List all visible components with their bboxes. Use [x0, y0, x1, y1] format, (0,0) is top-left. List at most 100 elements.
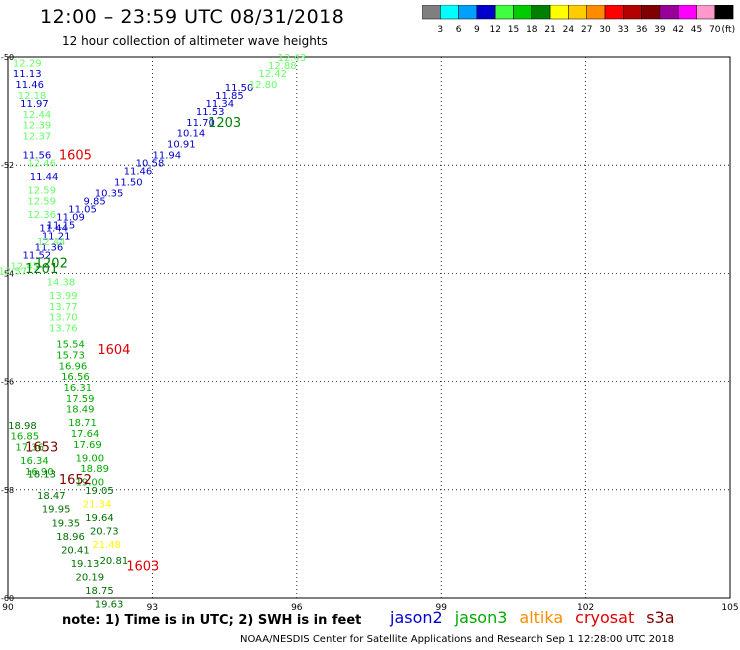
wave-height-value: 19.64: [85, 513, 114, 524]
wave-height-value: 16.90: [25, 467, 54, 478]
page-title: 12:00 – 23:59 UTC 08/31/2018: [40, 6, 345, 28]
y-tick-label: -54: [1, 269, 14, 278]
wave-height-value: 12.36: [27, 210, 56, 221]
wave-height-value: 12.57: [0, 267, 27, 278]
wave-height-value: 11.70: [186, 118, 215, 129]
legend-label: 21: [544, 25, 555, 35]
legend-swatch: [714, 5, 734, 20]
legend-label: 30: [599, 25, 611, 35]
wave-height-value: 17.59: [66, 394, 95, 405]
wave-height-value: 13.77: [49, 302, 78, 313]
wave-height-value: 18.71: [68, 418, 97, 429]
y-tick-label: -52: [1, 161, 14, 170]
legend-label: 33: [618, 25, 629, 35]
wave-height-value: 16.85: [11, 432, 40, 443]
wave-height-value: 13.76: [49, 324, 78, 335]
satellite-name: jason3: [454, 608, 508, 627]
wave-height-value: 18.96: [56, 532, 85, 543]
wave-height-value: 11.15: [47, 221, 76, 232]
wave-height-value: 18.89: [80, 464, 109, 475]
wave-height-value: 12.46: [27, 158, 56, 169]
wave-height-value: 12.37: [23, 131, 52, 142]
wave-height-value: 12.45: [11, 261, 40, 272]
y-tick-label: -56: [1, 378, 14, 387]
legend-label: 70: [709, 25, 721, 35]
wave-height-value: 12.42: [258, 69, 287, 80]
wave-height-value: 10.35: [95, 188, 124, 199]
wave-height-value: 19.63: [95, 599, 124, 610]
wave-height-value: 10.91: [167, 140, 196, 151]
wave-height-value: 12.59: [27, 196, 56, 207]
wave-height-value: 11.13: [13, 69, 42, 80]
wave-height-value: 11.21: [42, 232, 71, 243]
wave-height-value: 20.41: [61, 545, 90, 556]
legend-label: 12: [489, 25, 500, 35]
wave-height-value: 16.34: [20, 456, 49, 467]
pass-time-label: 1604: [97, 343, 130, 358]
page-subtitle: 12 hour collection of altimeter wave hei…: [62, 34, 328, 48]
legend-label: 27: [581, 25, 592, 35]
wave-height-value: 16.96: [59, 361, 88, 372]
wave-height-value: 16.56: [61, 372, 90, 383]
wave-height-value: 12.39: [23, 121, 52, 132]
legend-label: 9: [474, 25, 480, 35]
pass-time-label: 1652: [59, 473, 92, 488]
wave-height-value: 18.49: [66, 405, 95, 416]
wave-height-value: 15.54: [56, 340, 85, 351]
legend-label: 39: [654, 25, 666, 35]
wave-height-value: 12.80: [249, 80, 278, 91]
legend-unit: (ft): [722, 25, 736, 35]
wave-height-value: 13.70: [49, 313, 78, 324]
wave-height-value: 19.35: [51, 518, 80, 529]
wave-height-value: 17.36: [15, 443, 44, 454]
wave-height-value: 20.73: [90, 526, 119, 537]
legend-label: 15: [508, 25, 519, 35]
satellite-name: s3a: [646, 608, 675, 627]
wave-height-value: 11.44: [39, 223, 68, 234]
pass-time-label: 1203: [208, 116, 241, 131]
legend-label: 36: [636, 25, 648, 35]
wave-height-value: 11.50: [225, 83, 254, 94]
wave-height-value: 18.13: [27, 470, 56, 481]
wave-height-value: 11.97: [20, 99, 49, 110]
pass-time-label: 1202: [35, 257, 68, 272]
wave-height-value: 19.00: [76, 478, 105, 489]
wave-height-value: 10.58: [136, 158, 165, 169]
satellite-legend: jason2 jason3 altika cryosat s3a: [390, 608, 687, 627]
x-tick-label: 93: [147, 603, 158, 613]
wave-height-value: 11.94: [153, 150, 182, 161]
x-tick-label: 96: [291, 603, 303, 613]
wave-height-value: 20.19: [76, 572, 105, 583]
legend-label: 45: [691, 25, 702, 35]
pass-time-label: 1605: [59, 148, 92, 163]
wave-height-value: 10.14: [177, 129, 206, 140]
wave-height-value: 11.56: [23, 150, 52, 161]
wave-height-value: 14.38: [47, 278, 76, 289]
pass-time-label: 1603: [126, 560, 159, 575]
wave-height-value: 11.46: [15, 80, 44, 91]
wave-height-value: 17.64: [71, 429, 100, 440]
wave-height-value: 13.99: [49, 291, 78, 302]
legend-label: 42: [672, 25, 683, 35]
footer-credit: NOAA/NESDIS Center for Satellite Applica…: [240, 634, 675, 645]
wave-height-value: 19.00: [76, 453, 105, 464]
wave-height-value: 11.52: [23, 250, 52, 261]
wave-height-value: 12.44: [37, 237, 66, 248]
wave-height-value: 11.05: [68, 204, 97, 215]
wave-height-value: 21.34: [83, 499, 112, 510]
footer-note: note: 1) Time is in UTC; 2) SWH is in fe…: [62, 613, 362, 628]
color-legend: 3 6 9 12 15 18 21 24 27 30 33 36 39 42 45 70 (ft): [422, 5, 736, 35]
wave-height-value: 11.34: [205, 99, 234, 110]
wave-height-value: 17.69: [73, 440, 102, 451]
wave-height-value: 15.73: [56, 351, 85, 362]
x-tick-label: 99: [435, 603, 447, 613]
wave-height-value: 21.48: [92, 540, 121, 551]
wave-height-value: 11.09: [56, 213, 85, 224]
wave-height-value: 11.53: [196, 107, 225, 118]
wave-height-value: 12.29: [13, 58, 42, 69]
wave-height-value: 16.31: [63, 383, 92, 394]
wave-height-value: 12.18: [18, 91, 47, 102]
map-frame: [7, 56, 731, 599]
wave-height-value: 12.88: [268, 61, 297, 72]
wave-height-value: 18.47: [37, 491, 66, 502]
